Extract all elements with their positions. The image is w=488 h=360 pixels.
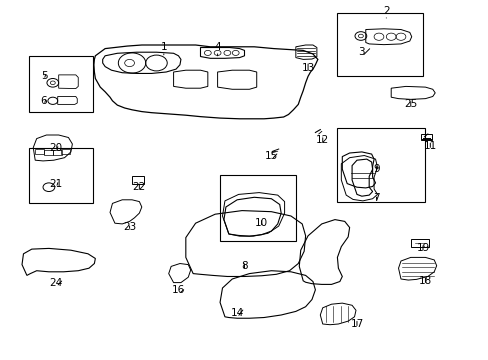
Text: 24: 24 bbox=[49, 278, 63, 288]
Bar bbox=[420, 134, 431, 140]
Text: 13: 13 bbox=[301, 63, 314, 73]
Text: 18: 18 bbox=[418, 276, 431, 286]
Text: 16: 16 bbox=[171, 285, 185, 295]
Bar bbox=[44, 150, 53, 155]
Text: 9: 9 bbox=[372, 164, 379, 174]
Text: 20: 20 bbox=[50, 143, 62, 153]
Text: 10: 10 bbox=[255, 218, 267, 228]
Bar bbox=[35, 149, 44, 154]
Bar bbox=[53, 150, 61, 155]
Bar bbox=[132, 176, 144, 184]
Text: 21: 21 bbox=[49, 179, 63, 189]
Bar bbox=[29, 56, 93, 112]
Text: 6: 6 bbox=[41, 96, 47, 106]
Text: 8: 8 bbox=[241, 261, 247, 271]
Text: 3: 3 bbox=[358, 47, 365, 57]
Bar bbox=[61, 149, 70, 154]
Text: 14: 14 bbox=[230, 308, 244, 318]
Text: 19: 19 bbox=[415, 243, 429, 253]
Text: 12: 12 bbox=[315, 135, 329, 145]
Bar bbox=[220, 175, 295, 241]
Text: 15: 15 bbox=[264, 150, 278, 161]
Text: 5: 5 bbox=[41, 71, 47, 81]
Text: 11: 11 bbox=[423, 141, 436, 151]
Text: 2: 2 bbox=[382, 6, 389, 16]
Text: 25: 25 bbox=[403, 99, 417, 109]
Bar bbox=[410, 239, 428, 247]
Text: 22: 22 bbox=[132, 182, 146, 192]
Text: 23: 23 bbox=[122, 222, 136, 232]
Text: 1: 1 bbox=[160, 42, 167, 52]
Bar bbox=[337, 128, 425, 202]
Text: 4: 4 bbox=[214, 42, 221, 52]
Bar bbox=[337, 13, 422, 76]
Bar bbox=[29, 148, 93, 203]
Text: 17: 17 bbox=[349, 319, 363, 329]
Text: 7: 7 bbox=[372, 193, 379, 203]
